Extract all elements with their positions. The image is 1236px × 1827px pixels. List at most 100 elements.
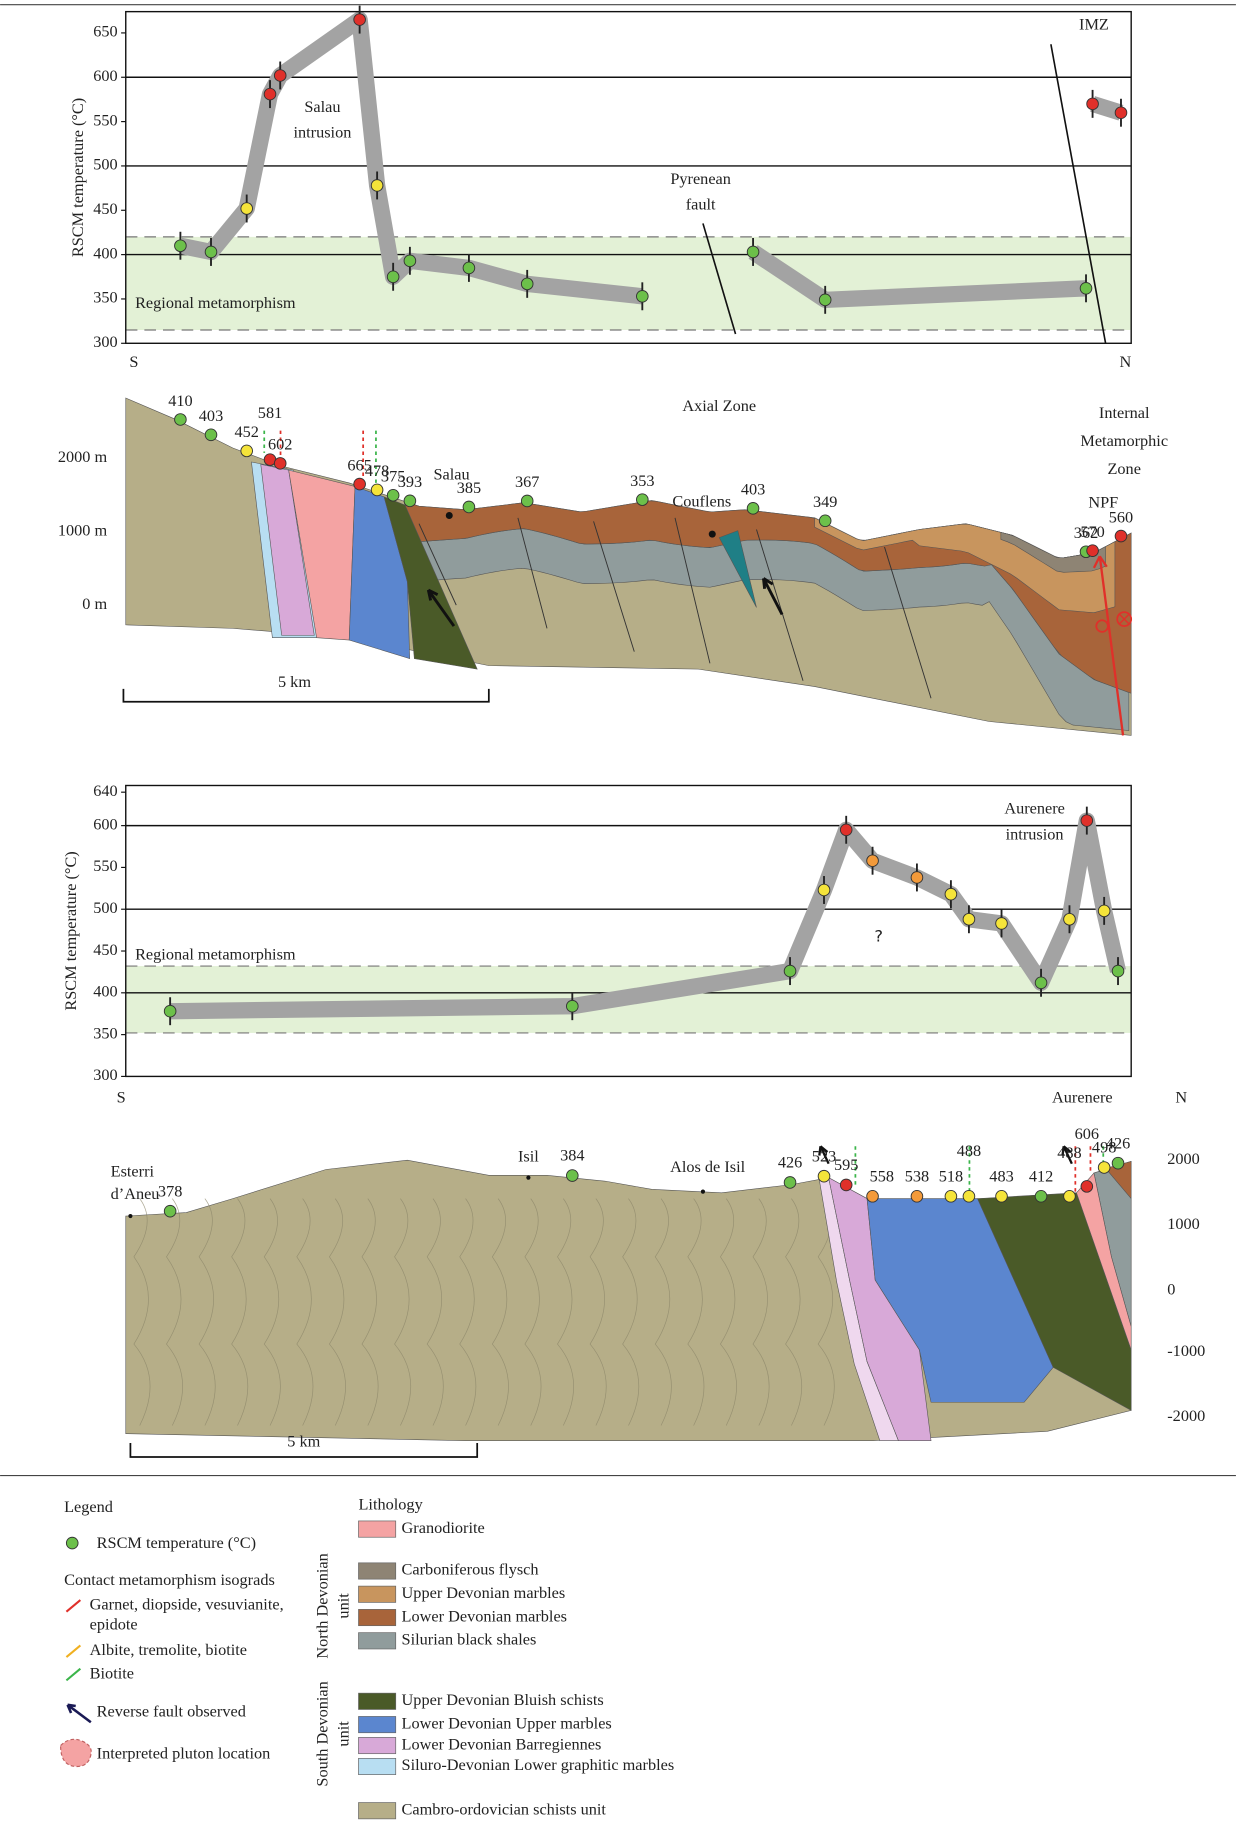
sample-label: 412 xyxy=(1029,1166,1053,1185)
annotation: intrusion xyxy=(1006,824,1064,843)
npf-symbol xyxy=(1119,613,1130,625)
section-label: Internal xyxy=(1099,403,1150,422)
legend-label: Silurian black shales xyxy=(402,1630,537,1649)
depth-label: 2000 xyxy=(1167,1149,1200,1168)
legend-label: Carboniferous flysch xyxy=(402,1560,539,1579)
data-point xyxy=(204,245,218,259)
scale-bar xyxy=(122,688,490,703)
unit-label: South Devonian xyxy=(312,1681,331,1786)
sample-point xyxy=(1111,1156,1125,1170)
sample-point xyxy=(818,514,832,528)
depth-label: 0 m xyxy=(82,594,107,613)
legend-label: Lower Devonian Barregiennes xyxy=(402,1734,602,1753)
annotation: Salau xyxy=(304,97,340,116)
data-point xyxy=(1114,106,1128,120)
fault-trace xyxy=(418,523,457,606)
data-point xyxy=(353,13,366,26)
y-tick-label: 550 xyxy=(93,110,117,129)
schistosity xyxy=(589,1198,607,1426)
schistosity xyxy=(166,1198,183,1426)
sample-point xyxy=(1097,1161,1111,1174)
sample-label: 378 xyxy=(158,1181,182,1200)
unit-label: North Devonian xyxy=(312,1553,331,1658)
y-tick-label: 600 xyxy=(93,814,117,833)
legend-swatch xyxy=(358,1609,397,1627)
schistosity xyxy=(394,1198,411,1426)
schistosity xyxy=(752,1198,770,1426)
sample-label: 393 xyxy=(398,472,422,491)
y-tick-label: 400 xyxy=(93,982,117,1001)
data-point xyxy=(386,270,400,284)
data-point xyxy=(174,239,187,253)
y-tick-label: 350 xyxy=(93,1023,117,1042)
legend-swatch xyxy=(358,1716,397,1734)
sample-point xyxy=(817,1169,831,1183)
depth-label: -1000 xyxy=(1167,1341,1205,1360)
npf-symbol xyxy=(1095,619,1109,633)
sample-label: 488 xyxy=(1057,1143,1081,1162)
sample-point xyxy=(944,1189,958,1203)
y-tick-label: 600 xyxy=(93,66,117,85)
data-point xyxy=(1034,976,1048,990)
sample-label: 426 xyxy=(778,1153,802,1172)
fault-trace xyxy=(884,546,932,699)
legend-label: RSCM temperature (°C) xyxy=(97,1533,256,1552)
data-point xyxy=(995,917,1008,930)
scale-bar-label: 5 km xyxy=(287,1432,320,1451)
teal-wedge xyxy=(718,530,757,608)
upper-devonian-bluish-schists xyxy=(977,1192,1132,1411)
sample-point xyxy=(204,428,218,442)
sample-label: 478 xyxy=(365,461,389,480)
fault-trace xyxy=(517,517,548,629)
legend-marker xyxy=(65,1536,79,1550)
legend-label: Lower Devonian Upper marbles xyxy=(402,1713,612,1732)
y-tick-label: 450 xyxy=(93,940,117,959)
locality-dot xyxy=(445,512,453,520)
annotation: ? xyxy=(874,926,883,945)
schistosity xyxy=(133,1198,151,1426)
sample-label: 523 xyxy=(812,1146,836,1165)
legend-label: Lower Devonian marbles xyxy=(402,1606,567,1625)
legend-label: Upper Devonian Bluish schists xyxy=(402,1690,604,1709)
fault-trace xyxy=(756,529,804,681)
sample-label: 518 xyxy=(939,1166,963,1185)
y-axis-label: RSCM temperature (°C) xyxy=(68,98,87,257)
legend-swatch xyxy=(358,1802,397,1820)
fault-line xyxy=(702,223,737,335)
sample-point xyxy=(353,477,366,491)
legend-isograd xyxy=(65,1667,82,1682)
data-point xyxy=(910,871,924,884)
y-tick-label: 640 xyxy=(93,781,117,800)
trend-band xyxy=(178,11,644,305)
y-tick-label: 650 xyxy=(93,22,117,41)
legend-label: Reverse fault observed xyxy=(97,1702,246,1721)
legend-isograd xyxy=(65,1644,82,1658)
schistosity xyxy=(459,1198,477,1426)
y-tick-label: 550 xyxy=(93,856,117,875)
regional-band xyxy=(125,236,1132,330)
x-start-label: S xyxy=(117,1087,126,1106)
data-point xyxy=(746,245,760,259)
legend-swatch xyxy=(358,1520,397,1538)
sample-label: 488 xyxy=(957,1141,981,1160)
schistosity xyxy=(328,1198,346,1426)
legend-swatch xyxy=(358,1737,397,1755)
sample-point xyxy=(370,483,384,497)
legend-label: Interpreted pluton location xyxy=(97,1744,271,1763)
band-label: Regional metamorphism xyxy=(135,944,296,963)
legend-title: Legend xyxy=(64,1497,113,1516)
sample-label: 403 xyxy=(741,480,765,499)
schistosity xyxy=(361,1198,379,1426)
legend-pluton xyxy=(60,1738,92,1768)
y-tick-label: 300 xyxy=(93,1065,117,1084)
data-point xyxy=(273,69,287,82)
sample-point xyxy=(783,1176,797,1189)
scale-bar-label: 5 km xyxy=(278,672,311,691)
legend-swatch xyxy=(358,1585,397,1603)
y-tick-label: 500 xyxy=(93,155,117,174)
y-axis-label: RSCM temperature (°C) xyxy=(61,851,80,1010)
reverse-fault-arrow xyxy=(762,577,784,616)
fault-trace xyxy=(674,517,711,664)
